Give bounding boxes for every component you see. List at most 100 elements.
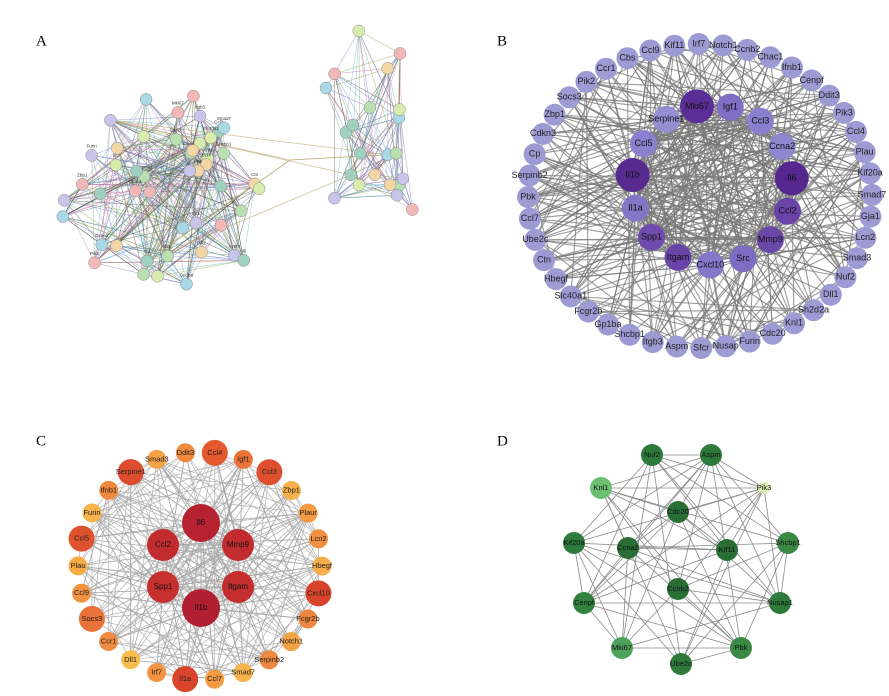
edge [358, 30, 397, 154]
edge [811, 80, 846, 278]
node [664, 243, 692, 271]
edge [242, 538, 319, 673]
edge [350, 117, 400, 176]
edge [162, 544, 319, 594]
edge [143, 137, 211, 275]
edge [677, 588, 742, 649]
edge [156, 459, 239, 546]
node-label: Ccl5 [635, 138, 653, 148]
node [756, 226, 784, 254]
edge [627, 454, 712, 549]
edge [269, 472, 319, 594]
edge [621, 602, 781, 649]
node-label: Plau [856, 147, 874, 157]
node-label: Ccr1 [101, 637, 117, 646]
edge [100, 193, 244, 261]
edge [677, 454, 712, 590]
node-label: Il1a [179, 674, 192, 683]
edge [167, 210, 242, 257]
edge [666, 118, 792, 179]
node-label: Shcbp1 [216, 142, 232, 147]
edge [360, 117, 400, 154]
edge [81, 522, 202, 594]
node-label: Cenpf [574, 598, 595, 607]
edge [643, 95, 830, 145]
node [667, 578, 689, 600]
node [716, 539, 738, 561]
edge [143, 136, 168, 257]
node [533, 249, 556, 272]
edge [242, 593, 319, 673]
node [346, 118, 360, 132]
node [222, 571, 254, 603]
node [774, 161, 809, 196]
node-label: Ccl3 [262, 467, 277, 476]
node [859, 205, 882, 228]
edge [570, 295, 814, 311]
node [172, 666, 199, 693]
node [712, 34, 735, 57]
edge [635, 207, 771, 241]
node [780, 56, 803, 79]
edge [781, 145, 871, 174]
edge [634, 49, 748, 209]
node [860, 183, 883, 206]
edge [542, 133, 678, 347]
node-label: Ccl4 [847, 126, 865, 136]
edge [527, 120, 761, 198]
edge [91, 512, 270, 661]
node [800, 69, 823, 92]
edge [387, 68, 404, 179]
node [759, 46, 782, 69]
edge [555, 210, 788, 280]
node-label: Gp1ba [595, 319, 622, 329]
edge [632, 174, 744, 260]
edge [627, 57, 846, 278]
edge [325, 87, 371, 108]
edge [143, 136, 183, 229]
node [769, 592, 791, 614]
edge [269, 471, 319, 540]
edge [680, 549, 728, 665]
edge [77, 565, 202, 609]
edge [629, 264, 711, 336]
edge [130, 471, 270, 661]
node-label: Il6 [241, 249, 246, 254]
edge [345, 132, 389, 156]
node-label: Kif11 [719, 545, 736, 554]
node [406, 203, 419, 216]
node-label: Itgam [667, 252, 690, 262]
node-label: Cp [529, 149, 541, 159]
edge [387, 117, 400, 155]
edge [91, 471, 270, 620]
edge [81, 522, 202, 540]
node [169, 133, 183, 146]
node [558, 86, 581, 109]
node-label: Lcn2 [310, 534, 326, 543]
edge [701, 333, 773, 349]
edge [108, 641, 244, 674]
edge [101, 190, 136, 245]
node-label: Aspm [229, 244, 241, 249]
edge [627, 547, 728, 551]
edge [583, 454, 653, 604]
node [833, 101, 856, 124]
edge [130, 544, 164, 660]
node-label: Knl1 [785, 318, 803, 328]
edge [77, 565, 215, 680]
node [652, 105, 680, 133]
node-label: Sfcr [693, 342, 709, 352]
edge [334, 30, 360, 199]
node [117, 459, 144, 486]
node-label: Knl1 [203, 147, 213, 152]
node-label: Igf1 [723, 101, 738, 111]
edge [200, 522, 244, 673]
node-label: Cdkn3 [530, 128, 556, 138]
edge [63, 200, 187, 285]
edge [110, 120, 244, 261]
node-label: Ccl9 [641, 45, 659, 55]
node [186, 144, 199, 157]
edge [162, 586, 215, 680]
node [730, 637, 752, 659]
